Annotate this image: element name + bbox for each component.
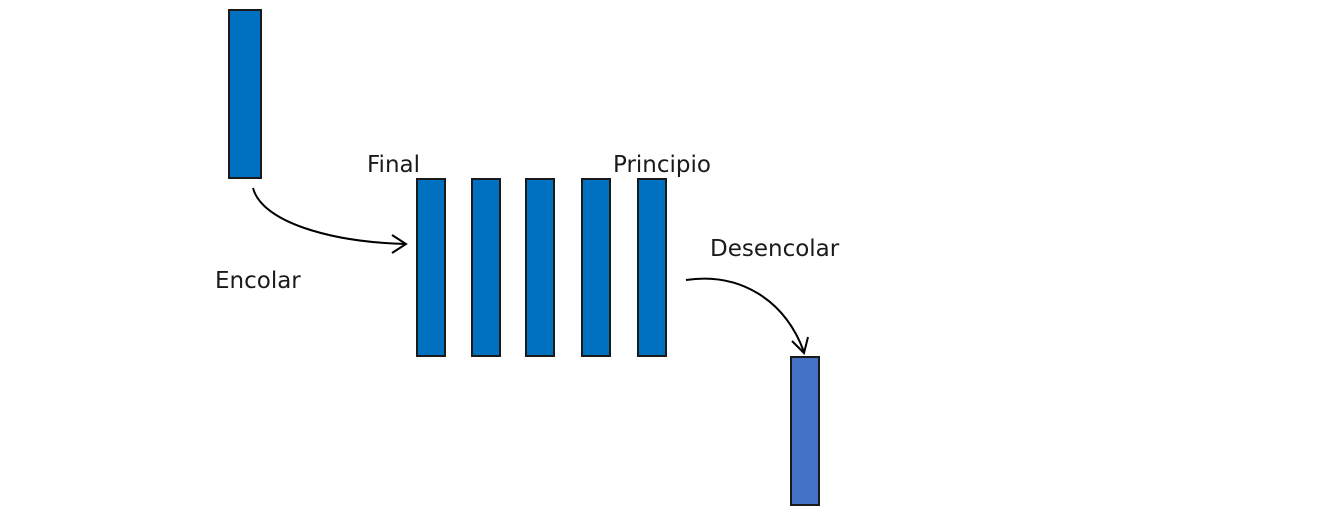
queue-element-4: [581, 178, 611, 357]
enqueue-arrow: [252, 187, 407, 245]
label-principio: Principio: [613, 152, 711, 178]
label-desencolar: Desencolar: [710, 236, 840, 262]
label-final: Final: [367, 152, 420, 178]
queue-element-3: [525, 178, 555, 357]
queue-element-2: [471, 178, 501, 357]
queue: [416, 178, 667, 357]
incoming-element: [228, 9, 262, 179]
enqueue-arrowhead: [391, 234, 408, 254]
queue-element-1: [416, 178, 446, 357]
dequeue-arrowhead: [791, 336, 809, 355]
dequeued-element: [790, 356, 820, 506]
label-encolar: Encolar: [215, 268, 301, 294]
dequeue-arrow: [685, 277, 805, 353]
queue-element-5: [637, 178, 667, 357]
